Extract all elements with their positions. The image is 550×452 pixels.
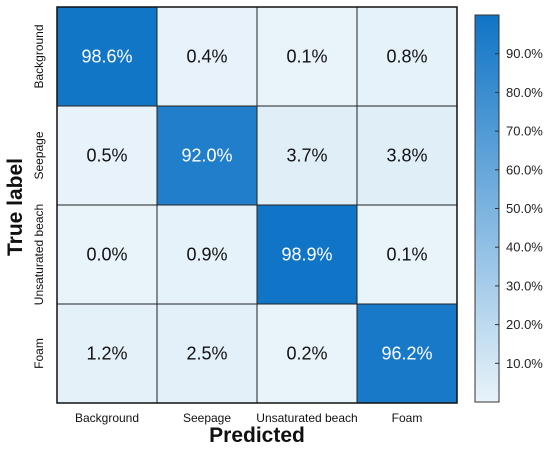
matrix-cell — [156, 204, 258, 305]
y-tick-label: Seepage — [32, 131, 46, 179]
matrix-cell — [56, 6, 158, 107]
cell-value-label: 0.1% — [386, 245, 427, 265]
cell-value-label: 98.9% — [281, 245, 332, 265]
x-tick-label: Background — [75, 411, 139, 425]
cell-value-label: 0.2% — [286, 344, 327, 364]
matrix-cell — [256, 303, 358, 404]
y-tick-label: Foam — [32, 338, 46, 369]
cell-value-label: 0.0% — [86, 245, 127, 265]
matrix-cell — [156, 6, 258, 107]
matrix-cell — [56, 303, 158, 404]
matrix-cell — [356, 105, 458, 206]
cell-value-label: 3.7% — [286, 146, 327, 166]
cell-value-label: 0.5% — [86, 146, 127, 166]
y-axis-title: True label — [4, 158, 27, 256]
cell-value-label: 0.9% — [186, 245, 227, 265]
cell-value-label: 3.8% — [386, 146, 427, 166]
colorbar-ticks: 10.0% 20.0% 30.0% 40.0% 50.0% 60.0% 70.0% 80.0%… — [495, 46, 543, 371]
colorbar-tick-label: 50.0% — [506, 201, 543, 216]
cell-value-label: 0.4% — [186, 47, 227, 67]
cell-value-label: 98.6% — [81, 47, 132, 67]
colorbar-tick-label: 90.0% — [506, 46, 543, 61]
x-tick-label: Foam — [392, 411, 423, 425]
cell-value-label: 0.8% — [386, 47, 427, 67]
matrix-cell — [56, 105, 158, 206]
cell-value-label: 96.2% — [381, 344, 432, 364]
colorbar-tick-label: 60.0% — [506, 162, 543, 177]
matrix-cell — [156, 303, 258, 404]
colorbar-tick-label: 30.0% — [506, 278, 543, 293]
colorbar-tick-label: 70.0% — [506, 124, 543, 139]
cell-value-label: 0.1% — [286, 47, 327, 67]
colorbar-tick-label: 10.0% — [506, 356, 543, 371]
x-tick-label: Seepage — [183, 411, 231, 425]
y-tick-label: Background — [32, 24, 46, 88]
matrix-cells: 98.6% 0.4% 0.1% 0.8% 0.5% 92.0% 3.7% 3.8% 0.0% 0.… — [56, 6, 458, 404]
x-axis-title: Predicted — [209, 424, 305, 447]
x-tick-label: Unsaturated beach — [256, 411, 357, 425]
cell-value-label: 92.0% — [181, 146, 232, 166]
matrix-cell — [356, 204, 458, 305]
matrix-cell — [356, 6, 458, 107]
x-tick-labels: Background Seepage Unsaturated beach Foam — [75, 411, 422, 425]
cell-value-label: 1.2% — [86, 344, 127, 364]
colorbar-tick-label: 20.0% — [506, 317, 543, 332]
colorbar: 10.0% 20.0% 30.0% 40.0% 50.0% 60.0% 70.0% 80.0%… — [474, 14, 543, 403]
y-tick-labels: Background Seepage Unsaturated beach Foam — [32, 24, 46, 368]
cell-value-label: 2.5% — [186, 344, 227, 364]
colorbar-tick-label: 80.0% — [506, 85, 543, 100]
y-tick-label: Unsaturated beach — [32, 204, 46, 305]
colorbar-tick-label: 40.0% — [506, 240, 543, 255]
matrix-cell — [356, 303, 458, 404]
matrix-cell — [156, 105, 258, 206]
matrix-frame — [56, 6, 458, 404]
